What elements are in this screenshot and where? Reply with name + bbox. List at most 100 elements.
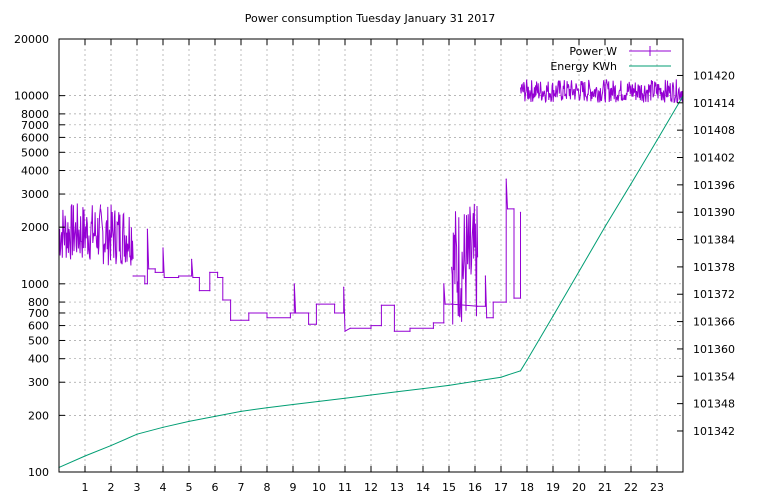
power-point (443, 283, 445, 285)
x-tick-label: 16 (468, 481, 482, 494)
x-tick-label: 4 (160, 481, 167, 494)
power-point (443, 322, 445, 324)
power-point (344, 330, 346, 332)
energy-point (552, 315, 554, 317)
x-tick-label: 21 (598, 481, 612, 494)
power-point (519, 211, 522, 213)
y-left-tick-label: 8000 (21, 108, 49, 121)
y-left-tick-label: 10000 (14, 90, 49, 103)
power-point (393, 330, 395, 332)
power-point (148, 268, 150, 270)
x-tick-label: 10 (312, 481, 326, 494)
power-point (484, 305, 486, 307)
power-point (222, 299, 224, 301)
y-left-tick-label: 600 (28, 320, 49, 333)
y-right-tick-label: 101420 (693, 69, 735, 82)
power-point (409, 330, 411, 332)
power-point (315, 323, 317, 325)
power-point (308, 323, 310, 325)
power-point (154, 271, 156, 273)
power-noisy-segment (100, 204, 134, 266)
energy-point (240, 410, 242, 412)
energy-point (656, 139, 658, 141)
energy-point (396, 391, 398, 393)
energy-point (214, 415, 216, 417)
power-point (484, 275, 486, 277)
power-point (432, 327, 434, 329)
energy-point (266, 407, 268, 409)
x-tick-label: 14 (416, 481, 430, 494)
power-point (315, 303, 317, 305)
power-point (308, 312, 310, 314)
power-point (132, 275, 134, 277)
power-point (217, 276, 219, 279)
power-point (146, 283, 148, 285)
x-tick-label: 22 (624, 481, 638, 494)
series-power (58, 79, 684, 333)
y-right-tick-label: 101402 (693, 152, 735, 165)
power-point (178, 276, 180, 279)
y-left-tick-label: 800 (28, 296, 49, 309)
power-point (432, 322, 434, 324)
power-point (230, 299, 232, 301)
power-point (222, 276, 224, 279)
y-left-tick-label: 5000 (21, 146, 49, 159)
y-left-tick-label: 2000 (21, 221, 49, 234)
energy-point (292, 403, 294, 406)
series-energy (58, 95, 684, 468)
power-point (444, 303, 446, 305)
power-point (144, 275, 146, 277)
energy-point (500, 376, 502, 378)
power-point (198, 290, 200, 292)
x-tick-label: 23 (650, 481, 664, 494)
energy-point (136, 433, 138, 435)
y-right-tick-label: 101372 (693, 288, 735, 301)
y-left-tick-label: 100 (28, 466, 49, 479)
x-tick-label: 2 (108, 481, 115, 494)
x-tick-label: 12 (364, 481, 378, 494)
y-right-tick-label: 101378 (693, 261, 735, 274)
power-point (192, 276, 194, 279)
energy-point (84, 455, 86, 457)
power-point (393, 304, 395, 306)
energy-point (318, 400, 320, 402)
power-point (162, 271, 164, 273)
energy-point (422, 388, 424, 390)
power-point (380, 304, 382, 306)
y-right-tick-label: 101348 (693, 398, 735, 411)
energy-point (474, 380, 476, 382)
power-point (248, 312, 250, 314)
y-right-tick-label: 101384 (693, 234, 735, 247)
y-left-tick-label: 400 (28, 353, 49, 366)
power-point (209, 271, 211, 273)
y-right-tick-label: 101366 (693, 316, 735, 329)
power-point (349, 327, 351, 329)
y-right-tick-label: 101396 (693, 179, 735, 192)
series-layer (58, 79, 684, 468)
y-left-tick-label: 1000 (21, 278, 49, 291)
energy-point (519, 370, 522, 372)
x-tick-label: 9 (290, 481, 297, 494)
power-point (295, 312, 297, 314)
power-point (380, 325, 382, 327)
power-point (334, 303, 336, 305)
y-left-tick-label: 4000 (21, 165, 49, 178)
energy-point (370, 394, 372, 396)
power-point (178, 275, 180, 277)
y-left-tick-label: 6000 (21, 131, 49, 144)
power-point (293, 312, 295, 314)
power-point (343, 312, 345, 314)
power-point (451, 303, 453, 305)
legend-label-power: Power W (569, 45, 617, 58)
power-noisy-segment (58, 203, 102, 260)
x-tick-label: 1 (82, 481, 89, 494)
power-point (506, 208, 509, 210)
x-tick-label: 3 (134, 481, 141, 494)
power-point (370, 327, 372, 329)
power-noisy-segment (520, 79, 684, 104)
power-point (162, 247, 164, 249)
energy-point (162, 426, 164, 428)
power-point (486, 317, 488, 319)
y-left-tick-label: 3000 (21, 188, 49, 201)
energy-point (448, 384, 450, 386)
